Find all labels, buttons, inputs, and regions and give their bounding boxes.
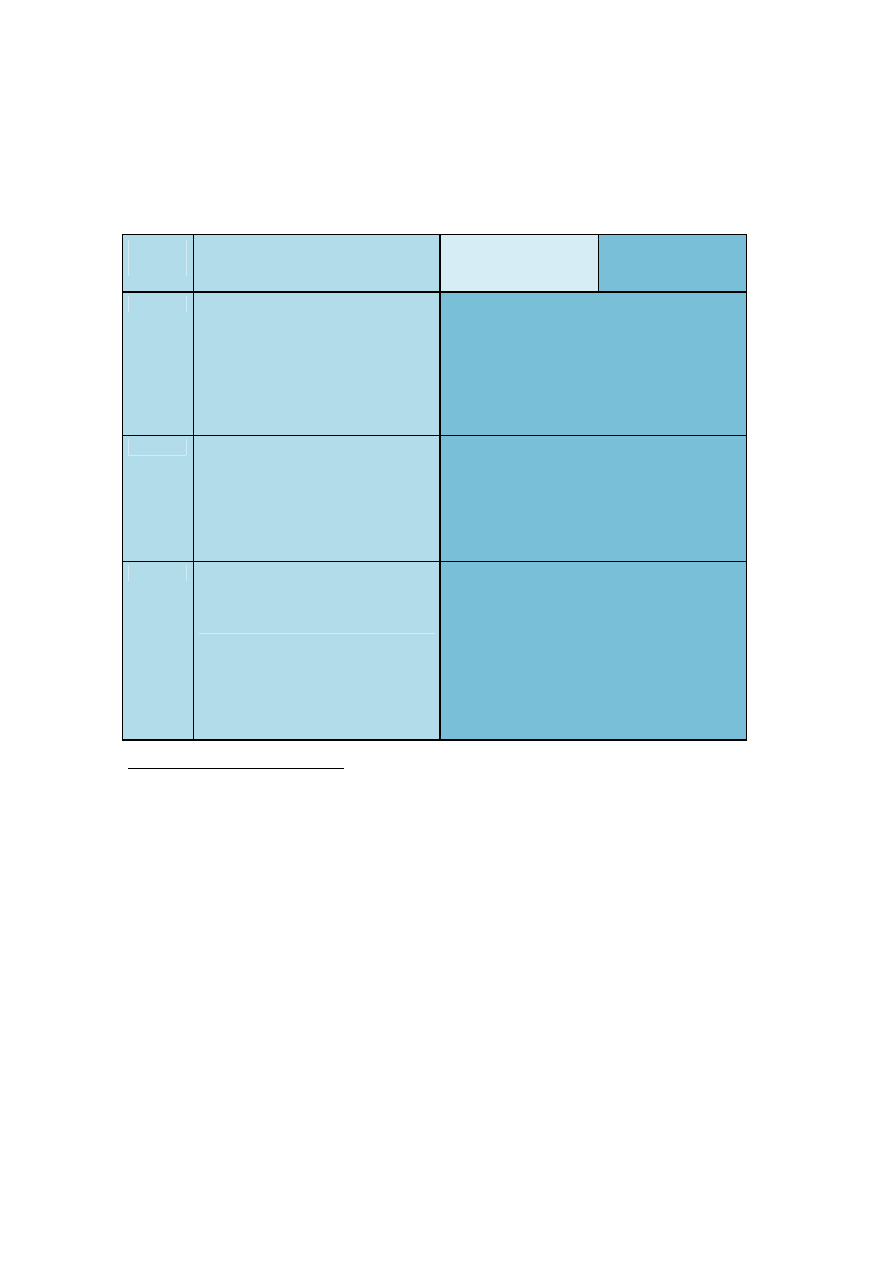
header-cell-1 [123, 235, 193, 291]
row-divider [122, 435, 747, 436]
column-divider [193, 234, 194, 741]
faint-line [199, 633, 435, 634]
faint-line [128, 296, 129, 312]
faint-line [128, 240, 129, 276]
faint-line [128, 455, 186, 456]
row-divider [122, 291, 747, 293]
table-border-top [122, 234, 747, 235]
header-cell-3 [441, 235, 598, 291]
faint-line [186, 565, 187, 581]
table-border-left [122, 234, 123, 741]
row3-cell-1 [123, 562, 193, 739]
header-cell-2 [194, 235, 440, 291]
faint-line [186, 240, 187, 276]
row1-cell-2 [194, 293, 440, 435]
row1-cell-3 [441, 293, 746, 435]
row-divider [122, 561, 747, 562]
faint-line [128, 565, 129, 581]
column-divider [598, 234, 599, 291]
column-divider [439, 234, 441, 741]
footnote-separator [128, 768, 344, 769]
header-cell-4 [599, 235, 746, 291]
faint-line [128, 439, 129, 455]
table-border-right [746, 234, 747, 741]
row3-cell-3 [441, 562, 746, 739]
row2-cell-2 [194, 436, 440, 561]
row2-cell-1 [123, 436, 193, 561]
faint-line [186, 296, 187, 312]
row3-cell-2 [194, 562, 440, 739]
row2-cell-3 [441, 436, 746, 561]
row1-cell-1 [123, 293, 193, 435]
faint-line [186, 439, 187, 455]
table-border-bottom [122, 739, 747, 741]
